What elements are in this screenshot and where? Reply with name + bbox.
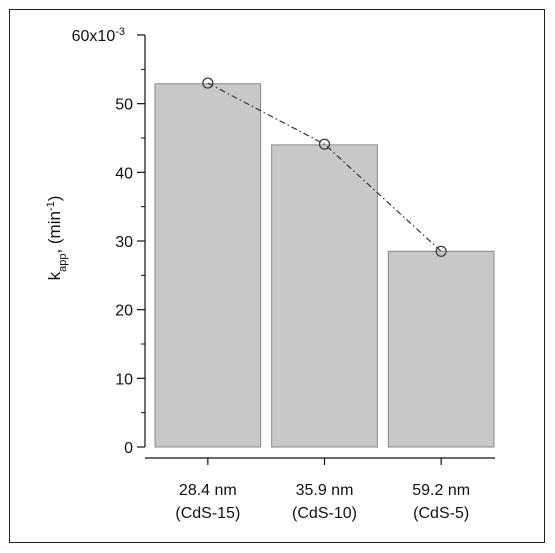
y-tick-label: 60x10-3 (72, 26, 125, 45)
y-tick-label: 10 (115, 371, 133, 388)
trend-point (435, 245, 447, 257)
x-tick-label-line1: 59.2 nm (412, 482, 470, 499)
y-ticks: 0 10 20 30 40 50 60x10-3 (72, 26, 145, 457)
y-tick-label: 20 (115, 303, 133, 320)
x-tick-labels: 28.4 nm (CdS-15) 35.9 nm (CdS-10) 59.2 nm (Cd… (175, 458, 470, 522)
y-tick-label: 40 (115, 165, 133, 182)
bar (154, 83, 262, 448)
bar (387, 250, 495, 448)
trend-point (202, 77, 214, 89)
y-axis-label-sup: -1 (45, 201, 57, 211)
y-axis-label-main: k (45, 271, 64, 280)
x-tick-label-line2: (CdS-10) (292, 505, 357, 522)
bars (154, 83, 495, 448)
y-axis-label-mid: , (min (45, 211, 64, 254)
y-axis-label-sub: app (57, 254, 69, 272)
y-tick-label: 30 (115, 234, 133, 251)
trend-point (318, 138, 331, 150)
y-tick-exponent: -3 (115, 26, 125, 38)
y-tick-label: 50 (115, 97, 133, 114)
y-tick-label-base: 60x10 (72, 28, 116, 45)
y-axis-label: kapp, (min-1) (45, 196, 69, 281)
trend-line-path (207, 82, 442, 252)
trend-line (202, 77, 447, 257)
x-tick-label-line1: 35.9 nm (296, 482, 354, 499)
x-tick-label-line2: (CdS-15) (175, 505, 240, 522)
bar (271, 144, 378, 448)
x-tick-label-line1: 28.4 nm (179, 482, 237, 499)
y-tick-label: 0 (124, 440, 133, 457)
x-tick-label-line2: (CdS-5) (413, 505, 469, 522)
y-axis-label-end: ) (45, 196, 64, 202)
